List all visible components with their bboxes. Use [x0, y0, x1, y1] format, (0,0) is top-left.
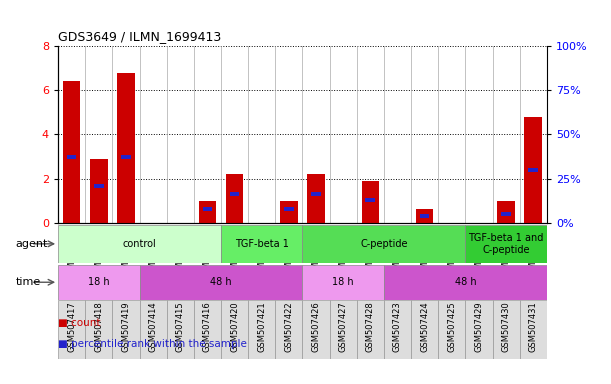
Text: ■ percentile rank within the sample: ■ percentile rank within the sample	[58, 339, 247, 349]
Text: GSM507418: GSM507418	[94, 226, 103, 281]
Text: GSM507422: GSM507422	[284, 301, 293, 352]
Text: TGF-beta 1: TGF-beta 1	[235, 239, 288, 249]
Text: GSM507416: GSM507416	[203, 226, 212, 281]
Bar	[520, 300, 547, 359]
Text: GSM507428: GSM507428	[366, 226, 375, 281]
Bar	[501, 212, 511, 216]
Text: GSM507429: GSM507429	[475, 226, 483, 281]
Bar	[466, 225, 547, 263]
Bar	[302, 300, 329, 359]
Text: 48 h: 48 h	[455, 277, 476, 287]
Bar	[117, 73, 135, 223]
Bar	[362, 181, 379, 223]
Text: GSM507415: GSM507415	[176, 226, 185, 281]
Bar	[167, 300, 194, 359]
Bar	[411, 300, 438, 359]
Text: GSM507417: GSM507417	[67, 226, 76, 281]
Text: GSM507419: GSM507419	[122, 301, 130, 352]
Text: GSM507414: GSM507414	[148, 226, 158, 281]
Bar	[139, 300, 167, 359]
Bar	[194, 300, 221, 359]
Bar	[248, 300, 276, 359]
Text: GSM507426: GSM507426	[312, 301, 321, 352]
Bar	[492, 300, 520, 359]
Text: TGF-beta 1 and
C-peptide: TGF-beta 1 and C-peptide	[469, 233, 544, 255]
Bar	[58, 265, 139, 300]
Text: GSM507420: GSM507420	[230, 301, 239, 352]
Bar	[365, 198, 375, 202]
Bar	[199, 200, 216, 223]
Bar	[63, 81, 81, 223]
Bar	[529, 168, 538, 172]
Bar	[67, 156, 76, 159]
Text: GSM507425: GSM507425	[447, 301, 456, 352]
Bar	[85, 300, 112, 359]
Text: GSM507424: GSM507424	[420, 226, 429, 281]
Text: control: control	[123, 239, 156, 249]
Bar	[311, 192, 321, 197]
Text: GSM507431: GSM507431	[529, 301, 538, 352]
Bar	[121, 156, 131, 159]
Bar	[524, 117, 542, 223]
Bar	[90, 159, 108, 223]
Bar	[276, 300, 302, 359]
Text: GSM507420: GSM507420	[230, 226, 239, 281]
Bar	[307, 174, 325, 223]
Text: GSM507429: GSM507429	[475, 301, 483, 352]
Text: GDS3649 / ILMN_1699413: GDS3649 / ILMN_1699413	[58, 30, 221, 43]
Bar	[221, 300, 248, 359]
Bar	[284, 207, 294, 210]
Bar	[302, 265, 384, 300]
Text: GSM507421: GSM507421	[257, 226, 266, 281]
Text: GSM507417: GSM507417	[67, 301, 76, 352]
Text: GSM507423: GSM507423	[393, 301, 402, 352]
Text: 18 h: 18 h	[332, 277, 354, 287]
Bar	[438, 300, 466, 359]
Text: ■ count: ■ count	[58, 318, 101, 328]
Bar	[497, 200, 515, 223]
Text: C-peptide: C-peptide	[360, 239, 408, 249]
Bar	[384, 265, 547, 300]
Text: 48 h: 48 h	[210, 277, 232, 287]
Text: GSM507427: GSM507427	[338, 301, 348, 352]
Text: GSM507425: GSM507425	[447, 226, 456, 281]
Bar	[202, 207, 212, 210]
Bar	[420, 214, 430, 218]
Bar	[58, 225, 221, 263]
Text: time: time	[15, 277, 40, 287]
Text: GSM507418: GSM507418	[94, 301, 103, 352]
Bar	[139, 265, 302, 300]
Text: GSM507426: GSM507426	[312, 226, 321, 281]
Bar	[416, 210, 433, 223]
Text: GSM507423: GSM507423	[393, 226, 402, 281]
Text: GSM507430: GSM507430	[502, 301, 511, 352]
Text: 18 h: 18 h	[88, 277, 109, 287]
Bar	[230, 192, 240, 197]
Text: GSM507424: GSM507424	[420, 301, 429, 352]
Text: GSM507430: GSM507430	[502, 226, 511, 281]
Text: GSM507419: GSM507419	[122, 226, 130, 281]
Bar	[94, 184, 104, 188]
Text: GSM507422: GSM507422	[284, 226, 293, 281]
Bar	[384, 300, 411, 359]
Bar	[221, 225, 302, 263]
Bar	[112, 300, 139, 359]
Bar	[280, 200, 298, 223]
Text: GSM507427: GSM507427	[338, 226, 348, 281]
Text: GSM507421: GSM507421	[257, 301, 266, 352]
Text: GSM507431: GSM507431	[529, 226, 538, 281]
Text: GSM507415: GSM507415	[176, 301, 185, 352]
Text: GSM507414: GSM507414	[148, 301, 158, 352]
Bar	[225, 174, 243, 223]
Text: agent: agent	[15, 239, 48, 249]
Bar	[302, 225, 466, 263]
Bar	[357, 300, 384, 359]
Bar	[466, 300, 492, 359]
Text: GSM507416: GSM507416	[203, 301, 212, 352]
Text: GSM507428: GSM507428	[366, 301, 375, 352]
Bar	[58, 300, 85, 359]
Bar	[329, 300, 357, 359]
